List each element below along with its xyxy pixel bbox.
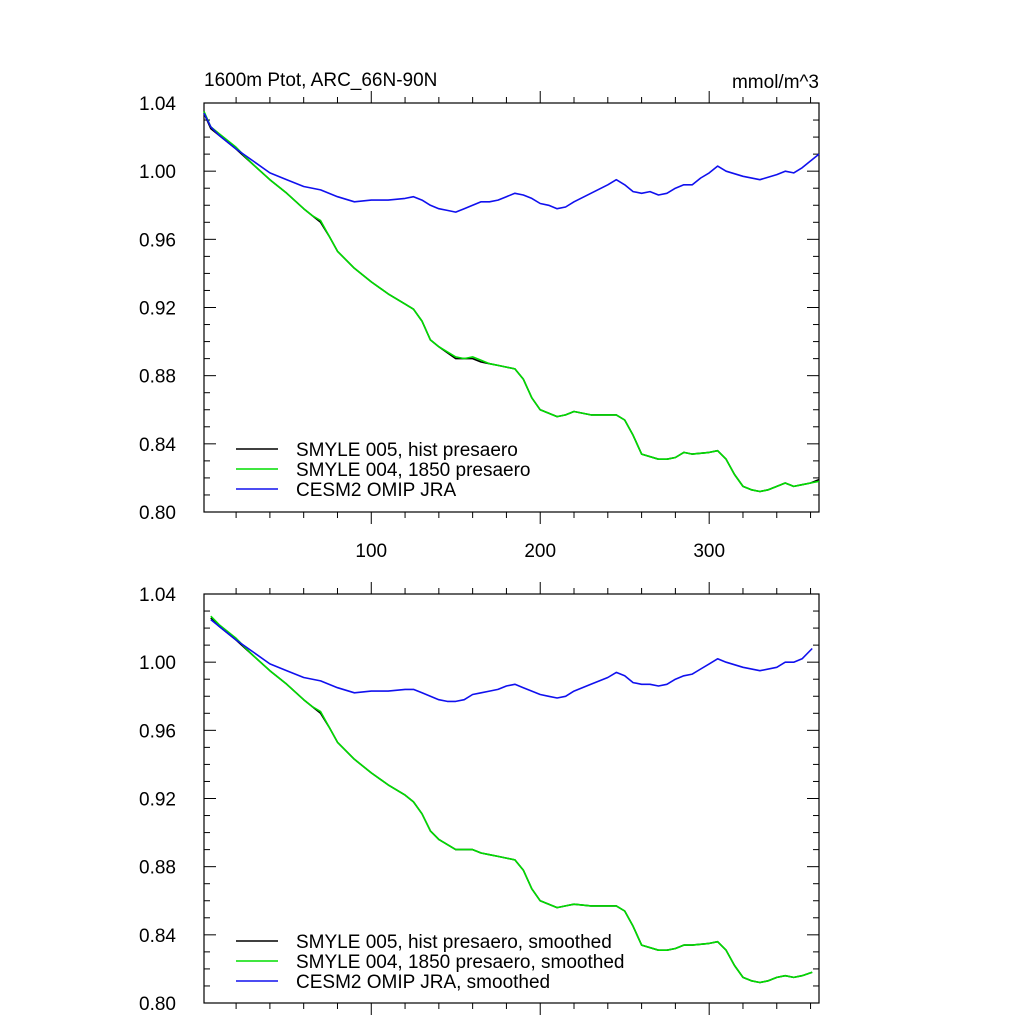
legend-label: SMYLE 004, 1850 presaero xyxy=(296,460,531,481)
series-line-2 xyxy=(210,615,813,984)
y-tick-label: 1.00 xyxy=(139,653,176,674)
y-tick-label: 0.80 xyxy=(139,503,176,524)
y-tick-label: 0.80 xyxy=(139,994,176,1015)
y-tick-label: 0.84 xyxy=(139,926,176,947)
series-line-3 xyxy=(203,112,820,213)
y-tick-label: 0.92 xyxy=(139,790,176,811)
y-tick-label: 1.04 xyxy=(139,94,176,115)
y-tick-label: 0.96 xyxy=(139,230,176,251)
legend-label: SMYLE 005, hist presaero, smoothed xyxy=(296,932,612,953)
y-tick-label: 1.00 xyxy=(139,162,176,183)
y-tick-label: 0.84 xyxy=(139,435,176,456)
legend-label: CESM2 OMIP JRA, smoothed xyxy=(296,972,550,993)
y-tick-label: 0.88 xyxy=(139,367,176,388)
series-line-3 xyxy=(210,618,813,703)
legend-label: SMYLE 005, hist presaero xyxy=(296,440,518,461)
chart-panel-1: 0.80 0.84 0.88 0.92 0.96 1.00 1.04 100 200 300 160… xyxy=(139,70,820,562)
y-tick-label: 1.04 xyxy=(139,585,176,606)
series-line-1 xyxy=(210,617,813,984)
series-line-2 xyxy=(203,111,820,493)
y-tick-label: 0.88 xyxy=(139,858,176,879)
legend-label: CESM2 OMIP JRA xyxy=(296,480,456,501)
units-label: mmol/m^3 xyxy=(732,72,819,93)
legend-label: SMYLE 004, 1850 presaero, smoothed xyxy=(296,952,624,973)
series-line-1 xyxy=(203,112,820,493)
chart-title: 1600m Ptot, ARC_66N-90N xyxy=(204,70,437,91)
x-tick-label: 300 xyxy=(693,541,725,562)
y-tick-label: 0.96 xyxy=(139,721,176,742)
x-tick-label: 200 xyxy=(524,541,556,562)
y-tick-label: 0.92 xyxy=(139,299,176,320)
chart-panel-2: 0.80 0.84 0.88 0.92 0.96 1.00 1.04 SMYLE 005, h… xyxy=(139,582,820,1015)
x-tick-label: 100 xyxy=(355,541,387,562)
